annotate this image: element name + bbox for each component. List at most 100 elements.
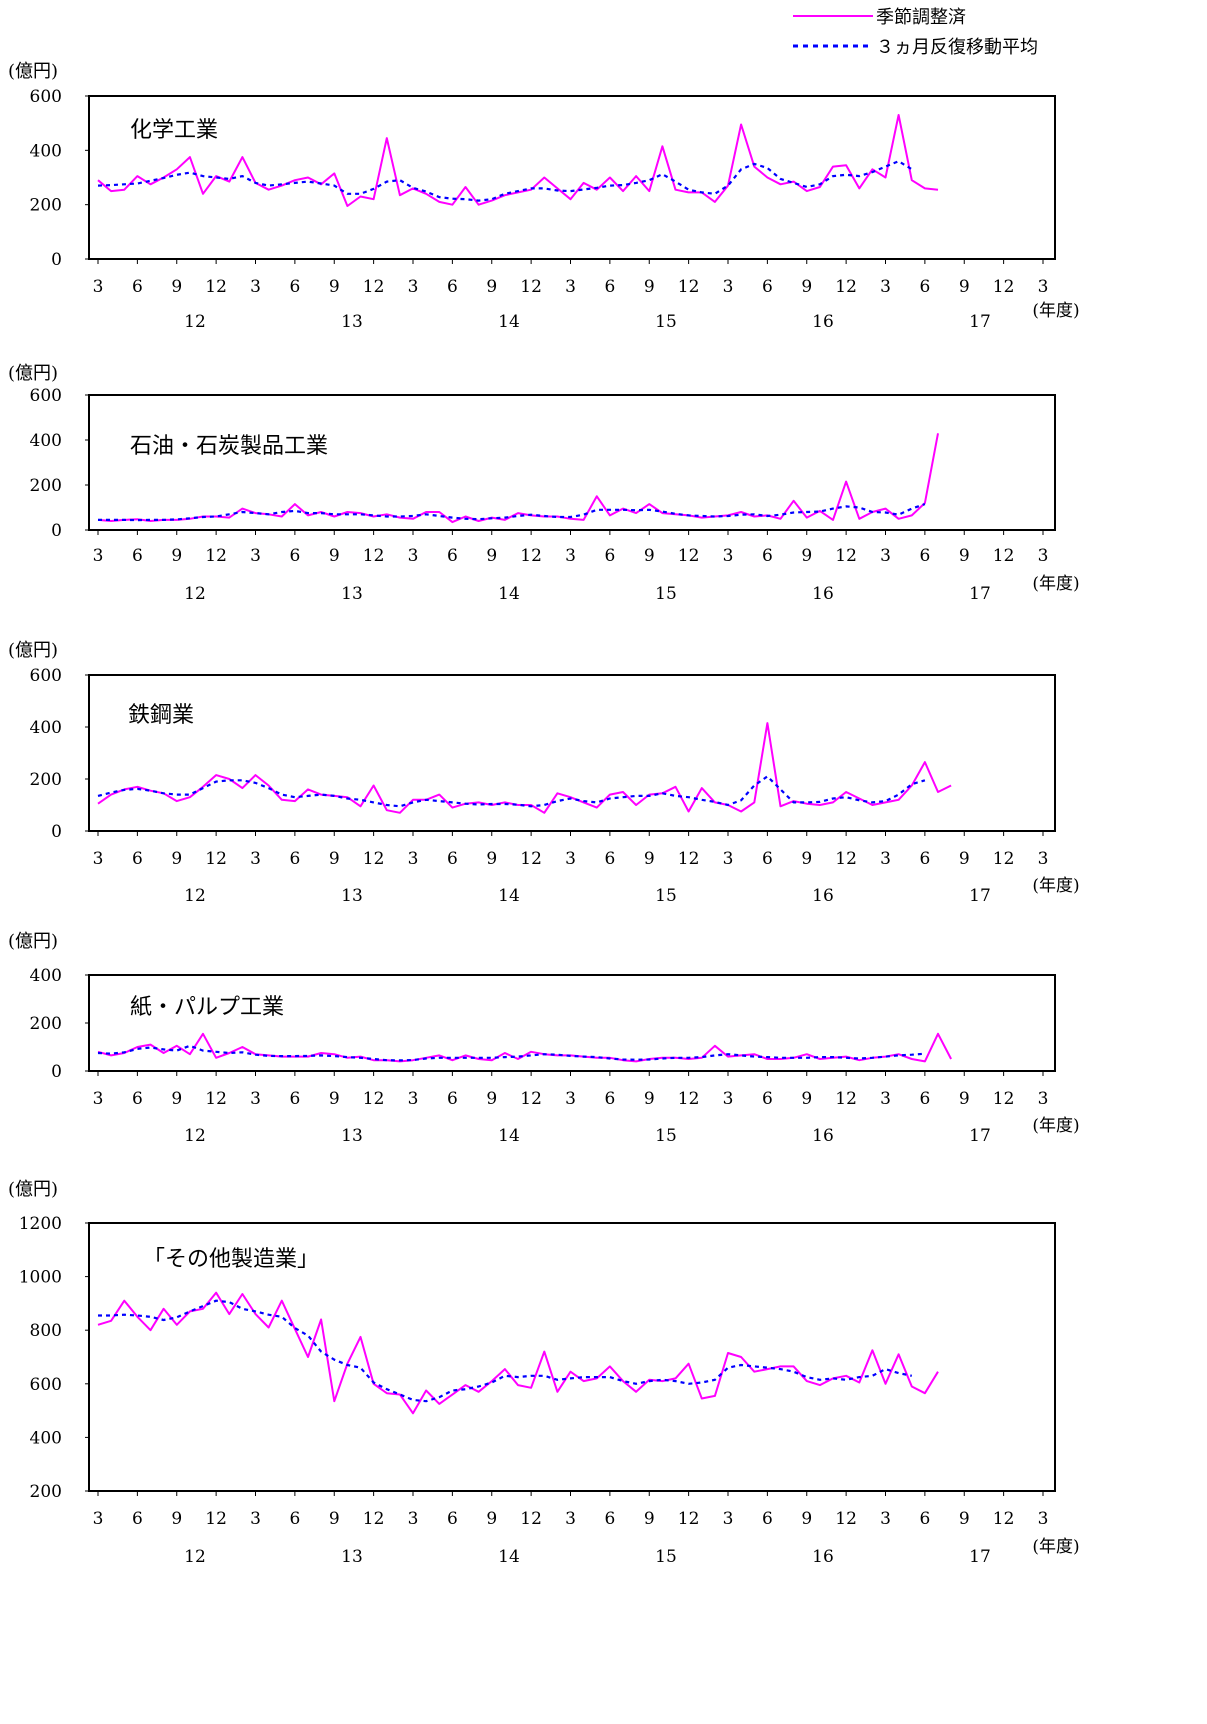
fiscal-year-label: 15 [655,1126,677,1146]
x-tick-label: 12 [993,1509,1015,1529]
fiscal-year-axis-label: (年度) [1032,1116,1079,1136]
x-tick-label: 6 [919,849,930,869]
x-tick-label: 6 [447,849,458,869]
fiscal-year-label: 16 [812,312,834,332]
fiscal-year-label: 13 [341,886,363,906]
x-tick-label: 6 [289,546,300,566]
x-tick-label: 6 [132,1509,143,1529]
x-tick-label: 9 [329,849,340,869]
fiscal-year-label: 12 [184,584,206,604]
y-unit-label: (億円) [8,1179,58,1200]
x-tick-label: 9 [329,546,340,566]
fiscal-year-label: 13 [341,584,363,604]
y-tick-label: 600 [30,87,62,107]
x-tick-label: 3 [93,1509,104,1529]
fiscal-year-label: 16 [812,1547,834,1567]
x-tick-label: 3 [565,1089,576,1109]
x-tick-label: 9 [486,849,497,869]
x-tick-label: 3 [565,546,576,566]
chart-legend: 季節調整済 ３ヵ月反復移動平均 [793,7,1038,58]
fiscal-year-label: 12 [184,1547,206,1567]
fiscal-year-axis-label: (年度) [1032,1537,1079,1557]
adjusted-series-line [97,114,939,207]
x-tick-label: 9 [329,277,340,297]
x-tick-label: 6 [762,1089,773,1109]
fiscal-year-label: 13 [341,1126,363,1146]
fiscal-year-label: 12 [184,312,206,332]
x-tick-label: 3 [250,1509,261,1529]
x-tick-label: 12 [678,277,700,297]
x-tick-label: 6 [447,546,458,566]
x-tick-label: 9 [171,1089,182,1109]
x-tick-label: 9 [801,277,812,297]
x-tick-label: 12 [835,849,857,869]
fiscal-year-label: 16 [812,1126,834,1146]
x-tick-label: 9 [486,1509,497,1529]
x-tick-label: 9 [171,546,182,566]
y-unit-label: (億円) [8,363,58,384]
x-tick-label: 12 [205,1509,227,1529]
x-tick-label: 3 [1038,849,1049,869]
x-tick-label: 12 [993,849,1015,869]
y-tick-label: 200 [30,476,62,496]
moving-average-line [97,775,926,808]
y-tick-label: 200 [30,196,62,216]
y-tick-label: 1000 [19,1268,62,1288]
x-tick-label: 3 [565,849,576,869]
x-tick-label: 9 [644,546,655,566]
x-tick-label: 3 [723,546,734,566]
x-tick-label: 6 [762,1509,773,1529]
x-tick-label: 6 [132,277,143,297]
x-tick-label: 3 [1038,1089,1049,1109]
x-tick-label: 3 [723,1089,734,1109]
fiscal-year-label: 15 [655,1547,677,1567]
x-tick-label: 12 [993,1089,1015,1109]
x-tick-label: 6 [447,1509,458,1529]
y-unit-label: (億円) [8,61,58,82]
fiscal-year-label: 14 [498,886,520,906]
y-tick-label: 0 [51,521,62,541]
x-tick-label: 6 [604,277,615,297]
panel-title: 「その他製造業」 [143,1247,319,1272]
x-tick-label: 9 [329,1509,340,1529]
x-tick-label: 3 [408,546,419,566]
x-tick-label: 3 [93,277,104,297]
x-tick-label: 3 [250,1089,261,1109]
panel-title: 鉄鋼業 [128,703,194,728]
y-tick-label: 200 [30,1014,62,1034]
fiscal-year-label: 16 [812,584,834,604]
x-tick-label: 9 [801,1509,812,1529]
x-tick-label: 12 [520,546,542,566]
x-tick-label: 9 [801,546,812,566]
plot-frame [88,1222,1056,1492]
fiscal-year-label: 14 [498,312,520,332]
x-tick-label: 9 [171,849,182,869]
x-tick-label: 6 [289,1089,300,1109]
x-tick-label: 9 [801,1089,812,1109]
x-tick-label: 3 [880,277,891,297]
moving-average-line [98,1299,913,1403]
adjusted-series-line [97,433,939,524]
x-tick-label: 3 [408,1089,419,1109]
y-tick-label: 200 [30,770,62,790]
x-tick-label: 6 [762,849,773,869]
x-tick-label: 9 [329,1089,340,1109]
x-tick-label: 12 [520,1509,542,1529]
x-tick-label: 9 [171,277,182,297]
fiscal-year-label: 14 [498,1547,520,1567]
x-tick-label: 6 [762,277,773,297]
y-tick-label: 0 [51,250,62,270]
x-tick-label: 9 [959,849,970,869]
x-tick-label: 12 [363,546,385,566]
x-tick-label: 3 [93,849,104,869]
x-tick-label: 3 [880,1509,891,1529]
adjusted-series-line [97,1291,939,1415]
fiscal-year-label: 17 [969,584,991,604]
plot-frame [88,394,1056,531]
y-tick-label: 200 [30,1482,62,1502]
